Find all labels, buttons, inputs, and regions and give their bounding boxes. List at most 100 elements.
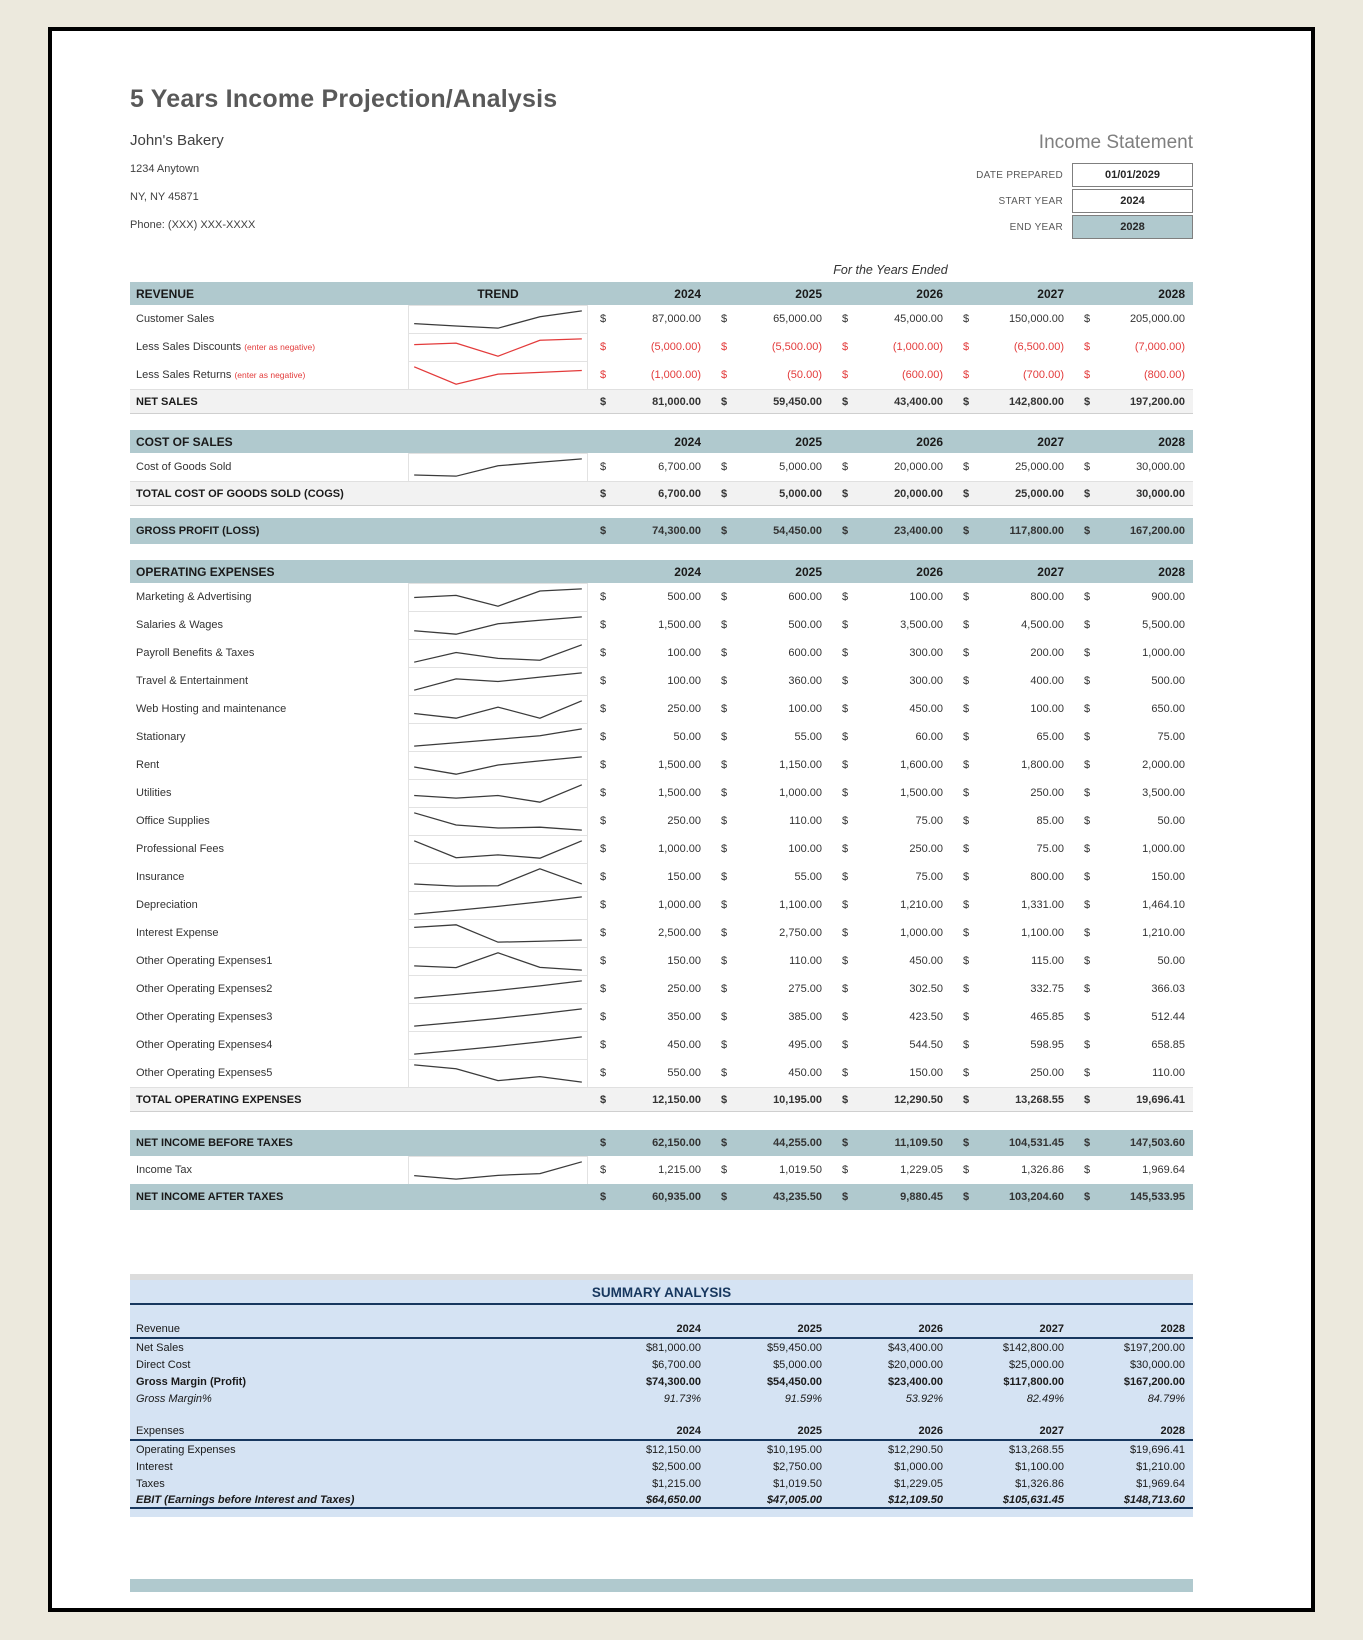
value-cell-2025: $10,195.00 [709, 1094, 830, 1106]
value-cell-2026: $450.00 [830, 955, 951, 967]
table-row-web-hosting-and-maintenance: Web Hosting and maintenance $250.00 $100.0… [130, 695, 1193, 723]
cell-amount: 75.00 [1036, 843, 1064, 855]
cell-amount: 598.95 [1030, 1039, 1064, 1051]
summary-value-2026: $43,400.00 [887, 1341, 943, 1354]
field-value-end-year[interactable]: 2028 [1072, 215, 1193, 239]
summary-value-2027: $25,000.00 [1008, 1358, 1064, 1371]
value-cell-2027: $800.00 [951, 871, 1072, 883]
table-row-other-operating-expenses2: Other Operating Expenses2 $250.00 $275.00 $… [130, 975, 1193, 1003]
trend-cell [408, 751, 588, 779]
cell-amount: 400.00 [1030, 675, 1064, 687]
cell-amount: (7,000.00) [1134, 341, 1185, 353]
value-cell-2028: $147,503.60 [1072, 1137, 1193, 1149]
summary-value-2027: $13,268.55 [1008, 1443, 1064, 1456]
currency-symbol: $ [1084, 843, 1091, 855]
cell-amount: (1,000.00) [650, 369, 701, 381]
row-label: NET SALES [136, 395, 198, 408]
value-cell-2028: $1,464.10 [1072, 899, 1193, 911]
trend-sparkline [414, 1008, 582, 1027]
value-cell-2024: $1,500.00 [588, 787, 709, 799]
year-header-2024: 2024 [674, 286, 701, 301]
income-table: REVENUE TREND 2024 2025 2026 2027 2028 Customer… [130, 282, 1193, 1210]
value-cell-2026: $450.00 [830, 703, 951, 715]
currency-symbol: $ [842, 927, 849, 939]
cell-amount: 200.00 [1030, 647, 1064, 659]
table-row-marketing-advertising: Marketing & Advertising $500.00 $600.00 $10… [130, 583, 1193, 611]
currency-symbol: $ [1084, 759, 1091, 771]
row-label: Interest Expense [136, 927, 219, 939]
value-cell-2025: $1,100.00 [709, 899, 830, 911]
cell-amount: 275.00 [788, 983, 822, 995]
row-label: Web Hosting and maintenance [136, 703, 287, 715]
trend-sparkline [414, 700, 583, 719]
currency-symbol: $ [721, 955, 728, 967]
value-cell-2028: $75.00 [1072, 731, 1193, 743]
cell-amount: 300.00 [909, 675, 943, 687]
currency-symbol: $ [963, 871, 970, 883]
currency-symbol: $ [1084, 369, 1091, 381]
summary-value-2026: $20,000.00 [887, 1358, 943, 1371]
cell-amount: 1,210.00 [900, 899, 943, 911]
trend-cell [408, 611, 588, 639]
value-cell-2027: $800.00 [951, 591, 1072, 603]
year-header-2026: 2026 [916, 434, 943, 449]
table-row-travel-entertainment: Travel & Entertainment $100.00 $360.00 $300… [130, 667, 1193, 695]
value-cell-2025: $1,150.00 [709, 759, 830, 771]
value-cell-2025: $55.00 [709, 871, 830, 883]
value-cell-2025: $385.00 [709, 1011, 830, 1023]
value-cell-2024: $1,500.00 [588, 619, 709, 631]
value-cell-2028: $167,200.00 [1072, 525, 1193, 537]
currency-symbol: $ [600, 1093, 607, 1106]
company-address-line1: 1234 Anytown [130, 163, 200, 175]
cell-amount: 3,500.00 [900, 619, 943, 631]
currency-symbol: $ [963, 675, 970, 687]
cell-amount: 1,000.00 [1142, 843, 1185, 855]
currency-symbol: $ [1084, 1164, 1091, 1176]
currency-symbol: $ [963, 647, 970, 659]
field-row-start-year: START YEAR 2024 [833, 189, 1193, 213]
currency-symbol: $ [600, 815, 607, 827]
summary-value-2027: $105,631.45 [1002, 1493, 1064, 1506]
field-value-start-year[interactable]: 2024 [1072, 189, 1193, 213]
currency-symbol: $ [721, 927, 728, 939]
value-cell-2025: $275.00 [709, 983, 830, 995]
value-cell-2026: $20,000.00 [830, 488, 951, 500]
row-label: Office Supplies [136, 815, 210, 827]
cell-amount: 1,150.00 [779, 759, 822, 771]
cell-amount: 60,935.00 [652, 1191, 701, 1203]
cell-amount: 150.00 [667, 955, 701, 967]
value-cell-2026: $1,600.00 [830, 759, 951, 771]
cell-amount: 423.50 [909, 1011, 943, 1023]
trend-sparkline [414, 896, 582, 915]
section-header-revenue: REVENUE TREND 2024 2025 2026 2027 2028 [130, 282, 1193, 305]
summary-value-2024: $6,700.00 [652, 1358, 701, 1371]
currency-symbol: $ [1084, 341, 1091, 353]
summary-value-2024: 91.73% [663, 1392, 701, 1405]
trend-sparkline [414, 868, 583, 887]
company-block: John's Bakery 1234 Anytown NY, NY 45871 … [130, 132, 255, 247]
currency-symbol: $ [600, 1011, 607, 1023]
value-cell-2026: $11,109.50 [830, 1137, 951, 1149]
cell-amount: 12,290.50 [894, 1093, 943, 1106]
value-cell-2024: $250.00 [588, 983, 709, 995]
currency-symbol: $ [721, 1093, 728, 1106]
value-cell-2027: $332.75 [951, 983, 1072, 995]
value-cell-2028: $1,000.00 [1072, 843, 1193, 855]
currency-symbol: $ [721, 647, 728, 659]
row-label: NET INCOME BEFORE TAXES [136, 1137, 293, 1149]
cell-amount: (800.00) [1144, 369, 1185, 381]
trend-cell [408, 807, 588, 835]
currency-symbol: $ [963, 313, 970, 325]
field-value-date-prepared[interactable]: 01/01/2029 [1072, 163, 1193, 187]
trend-sparkline [414, 588, 582, 607]
currency-symbol: $ [1084, 1011, 1091, 1023]
summary-row-ebit-earnings-before-interest-and-taxes: EBIT (Earnings before Interest and Taxes… [130, 1492, 1193, 1509]
currency-symbol: $ [721, 899, 728, 911]
value-cell-2024: $12,150.00 [588, 1094, 709, 1106]
currency-symbol: $ [1084, 1067, 1091, 1079]
summary-analysis-panel: SUMMARY ANALYSIS Revenue 2024 2025 2026 2027… [130, 1274, 1193, 1517]
year-header-2028: 2028 [1158, 564, 1185, 579]
value-cell-2027: $400.00 [951, 675, 1072, 687]
value-cell-2028: $650.00 [1072, 703, 1193, 715]
summary-value-2026: $1,229.05 [894, 1477, 943, 1490]
